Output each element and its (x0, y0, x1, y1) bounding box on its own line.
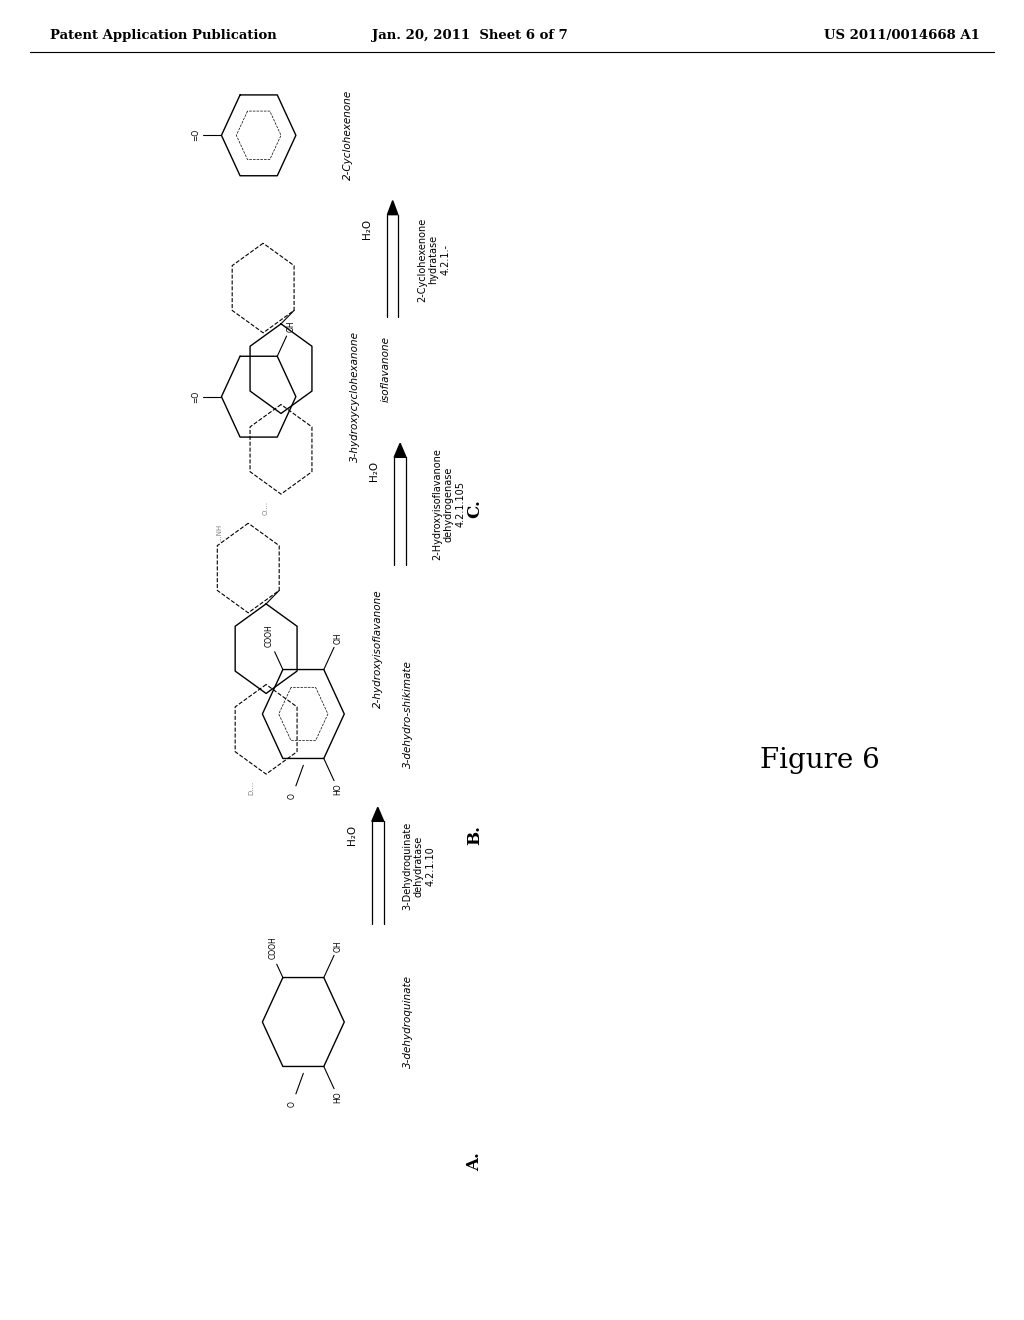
Text: O: O (288, 793, 297, 799)
Polygon shape (387, 201, 398, 215)
Text: OH: OH (334, 632, 343, 644)
Text: H₂O: H₂O (347, 825, 356, 845)
Text: B.: B. (466, 825, 483, 845)
Text: C.: C. (466, 499, 483, 519)
Text: COOH: COOH (268, 936, 278, 958)
Text: =O: =O (190, 391, 200, 403)
Text: OH: OH (287, 321, 296, 331)
Text: O....: O.... (263, 500, 269, 515)
Polygon shape (394, 444, 407, 457)
Text: 3-dehydro-shikimate: 3-dehydro-shikimate (402, 660, 413, 768)
Text: HO: HO (334, 784, 343, 796)
Text: =O: =O (190, 129, 200, 141)
Text: O: O (288, 1101, 297, 1107)
Text: Figure 6: Figure 6 (760, 747, 880, 774)
Text: 2-hydroxyisoflavanone: 2-hydroxyisoflavanone (373, 589, 383, 708)
Text: H₂O: H₂O (369, 461, 379, 482)
Text: isoflavanone: isoflavanone (380, 335, 390, 401)
Text: A.: A. (466, 1152, 483, 1171)
Text: Patent Application Publication: Patent Application Publication (50, 29, 276, 41)
Polygon shape (372, 808, 384, 821)
Text: 3-Dehydroquinate
dehydratase
4.2.1.10: 3-Dehydroquinate dehydratase 4.2.1.10 (402, 822, 435, 911)
Text: 2-Cyclohexenone
hydratase
4.2.1.-: 2-Cyclohexenone hydratase 4.2.1.- (417, 218, 451, 301)
Text: HO: HO (334, 1092, 343, 1104)
Text: US 2011/0014668 A1: US 2011/0014668 A1 (824, 29, 980, 41)
Text: 2-Cyclohexenone: 2-Cyclohexenone (343, 90, 353, 181)
Text: D....: D.... (248, 780, 254, 795)
Text: Jan. 20, 2011  Sheet 6 of 7: Jan. 20, 2011 Sheet 6 of 7 (372, 29, 568, 41)
Text: 2-Hydroxyisoflavanone
dehydrogenase
4.2.1.105: 2-Hydroxyisoflavanone dehydrogenase 4.2.… (432, 447, 465, 560)
Text: COOH: COOH (265, 624, 274, 647)
Text: 3-dehydroquinate: 3-dehydroquinate (402, 975, 413, 1068)
Text: 3-hydroxycyclohexanone: 3-hydroxycyclohexanone (350, 331, 360, 462)
Text: ...NH: ...NH (217, 524, 222, 541)
Text: OH: OH (334, 941, 343, 952)
Text: H₂O: H₂O (361, 219, 372, 239)
